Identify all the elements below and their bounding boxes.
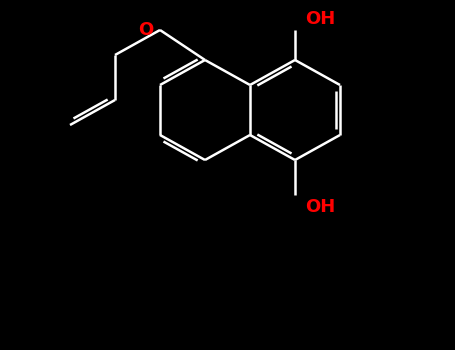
Text: O: O bbox=[138, 21, 153, 39]
Text: OH: OH bbox=[305, 198, 335, 216]
Text: OH: OH bbox=[305, 10, 335, 28]
